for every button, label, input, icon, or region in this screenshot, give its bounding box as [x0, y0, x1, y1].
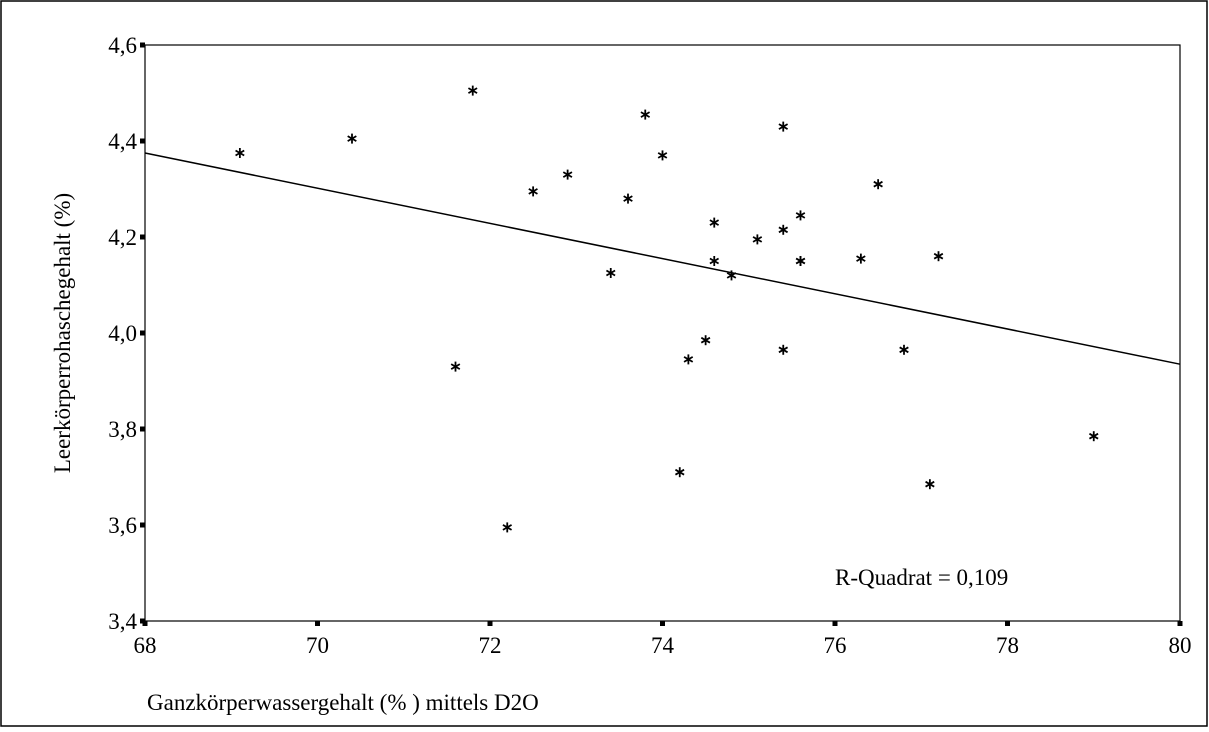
y-axis: 3,4 3,6 3,8 4,0 4,2 4,4 4,6	[108, 33, 145, 634]
x-tick-mark	[1177, 621, 1183, 626]
x-tick-label: 74	[651, 633, 675, 658]
x-tick-mark	[487, 621, 493, 626]
data-point	[778, 121, 789, 132]
data-point	[502, 522, 513, 533]
data-point	[899, 344, 909, 355]
data-point	[1088, 431, 1099, 442]
y-tick-mark	[140, 426, 145, 432]
x-tick-label: 68	[134, 633, 157, 658]
x-axis-label: Ganzkörperwassergehalt (% ) mittels D2O	[147, 690, 539, 715]
x-tick-label: 70	[306, 633, 329, 658]
data-point	[873, 179, 883, 190]
data-point	[683, 354, 694, 365]
y-tick-label: 4,6	[108, 33, 137, 58]
data-point	[467, 85, 478, 96]
data-point	[933, 251, 944, 262]
x-tick-mark	[832, 621, 838, 626]
data-point	[640, 109, 651, 120]
data-point	[709, 256, 720, 266]
data-point	[709, 217, 720, 228]
y-tick-label: 3,4	[108, 609, 137, 634]
data-point	[623, 193, 633, 204]
x-axis: 68 70 72 74 76 78 80	[134, 621, 1192, 658]
data-point	[528, 186, 538, 197]
data-point	[657, 150, 668, 161]
r-squared-annotation: R-Quadrat = 0,109	[835, 565, 1008, 590]
data-point	[795, 210, 806, 221]
x-tick-label: 72	[479, 633, 502, 658]
y-tick-label: 4,0	[108, 321, 137, 346]
data-point	[605, 268, 616, 278]
y-tick-mark	[140, 330, 145, 336]
y-axis-label: Leerkörperrohaschegehalt (%)	[50, 193, 75, 473]
y-tick-mark	[140, 138, 145, 144]
x-tick-label: 76	[824, 633, 847, 658]
y-tick-mark	[140, 234, 145, 240]
x-tick-mark	[315, 621, 320, 626]
plot-area	[144, 44, 1181, 622]
regression-line	[144, 152, 1181, 365]
x-tick-mark	[142, 621, 148, 626]
data-point	[778, 344, 789, 355]
data-point	[925, 479, 935, 490]
data-point	[347, 133, 357, 144]
x-tick-label: 78	[996, 633, 1019, 658]
x-tick-mark	[660, 621, 665, 626]
data-point	[674, 467, 685, 478]
data-point	[726, 270, 737, 281]
x-tick-mark	[1005, 621, 1010, 626]
data-points	[235, 85, 1099, 533]
data-point	[778, 224, 789, 235]
x-tick-label: 80	[1169, 633, 1192, 658]
y-tick-label: 3,6	[108, 513, 137, 538]
data-point	[235, 148, 245, 158]
y-tick-label: 3,8	[108, 417, 137, 442]
data-point	[700, 335, 711, 346]
y-tick-label: 4,4	[108, 129, 137, 154]
y-tick-mark	[140, 522, 145, 528]
data-point	[450, 361, 461, 372]
data-point	[856, 253, 866, 264]
data-point	[752, 234, 763, 245]
data-point	[562, 169, 573, 180]
y-tick-mark	[140, 42, 145, 48]
data-point	[795, 256, 806, 266]
y-tick-label: 4,2	[108, 225, 137, 250]
